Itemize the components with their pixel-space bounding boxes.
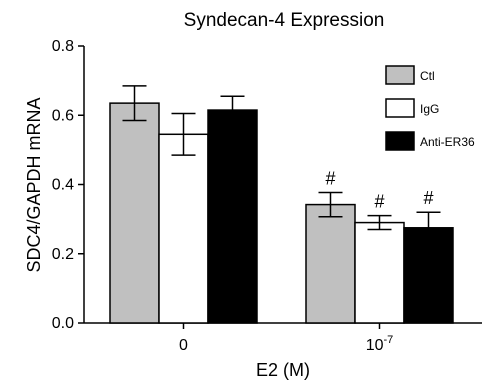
bar-igg <box>158 133 209 324</box>
y-axis-label: SDC4/GAPDH mRNA <box>24 97 44 272</box>
legend: Ctl IgG Anti-ER36 <box>385 65 475 151</box>
legend-label: Ctl <box>420 69 435 83</box>
y-tick-label: 0.8 <box>52 38 74 55</box>
y-tick-label: 0.2 <box>52 246 74 263</box>
legend-label: Anti-ER36 <box>420 135 475 149</box>
plot-area: 0.0 0.2 0.4 0.6 0.8 0 10-7 # # # <box>52 38 482 354</box>
legend-swatch <box>385 65 415 85</box>
legend-label: IgG <box>420 102 439 116</box>
x-tick-label: 10-7 <box>366 334 394 354</box>
x-tick-label: 0 <box>179 337 188 354</box>
y-tick-label: 0.6 <box>52 107 74 124</box>
significance-marker: # <box>423 188 433 208</box>
legend-swatch <box>385 98 415 118</box>
chart-title: Syndecan-4 Expression <box>184 10 385 31</box>
legend-swatch <box>385 131 415 151</box>
significance-marker: # <box>325 168 335 188</box>
x-axis-label: E2 (M) <box>256 360 310 380</box>
y-tick-label: 0.0 <box>52 315 74 332</box>
bar-ctl <box>109 102 160 324</box>
bar-anti-er36 <box>207 109 258 324</box>
bar-igg <box>354 221 405 324</box>
significance-marker: # <box>374 192 384 212</box>
y-tick-label: 0.4 <box>52 177 74 194</box>
bar-ctl <box>305 203 356 324</box>
